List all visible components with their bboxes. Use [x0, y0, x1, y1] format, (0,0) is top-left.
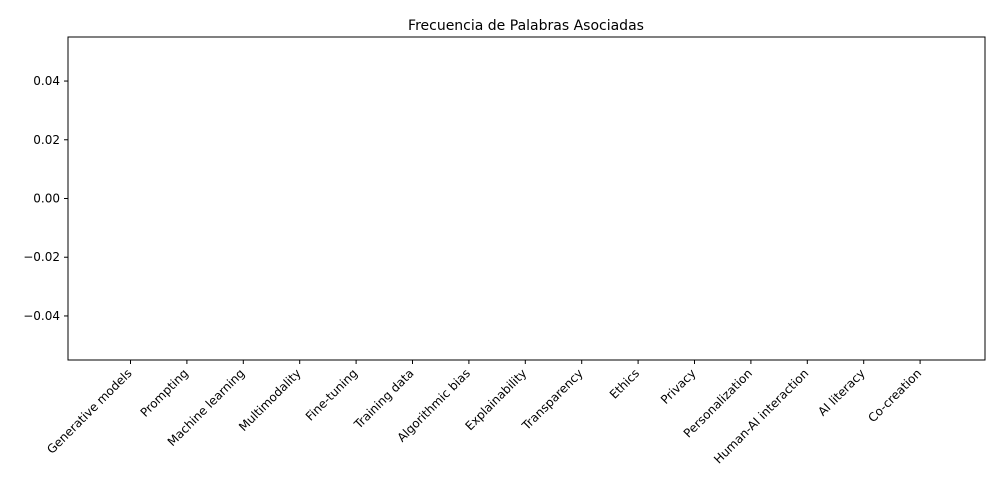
- x-tick-label: Privacy: [658, 366, 699, 407]
- y-tick-label: 0.02: [33, 133, 60, 147]
- plot-area-frame: [67, 36, 986, 361]
- y-tick-label: 0.04: [33, 74, 60, 88]
- y-axis: −0.04 −0.02 0.00 0.02 0.04: [23, 74, 68, 323]
- y-tick-label: −0.04: [23, 309, 60, 323]
- x-tick-label: Human-AI interaction: [711, 366, 811, 466]
- y-tick-label: −0.02: [23, 250, 60, 264]
- x-tick-label: Ethics: [607, 366, 642, 401]
- x-tick-label: Fine-tuning: [303, 366, 360, 423]
- x-tick-label: AI literacy: [815, 366, 868, 419]
- x-tick-label: Co-creation: [865, 366, 924, 425]
- x-tick-label: Prompting: [138, 366, 191, 419]
- x-tick-label: Generative models: [44, 366, 134, 456]
- chart-title: Frecuencia de Palabras Asociadas: [408, 18, 644, 34]
- y-tick-label: 0.00: [33, 192, 60, 206]
